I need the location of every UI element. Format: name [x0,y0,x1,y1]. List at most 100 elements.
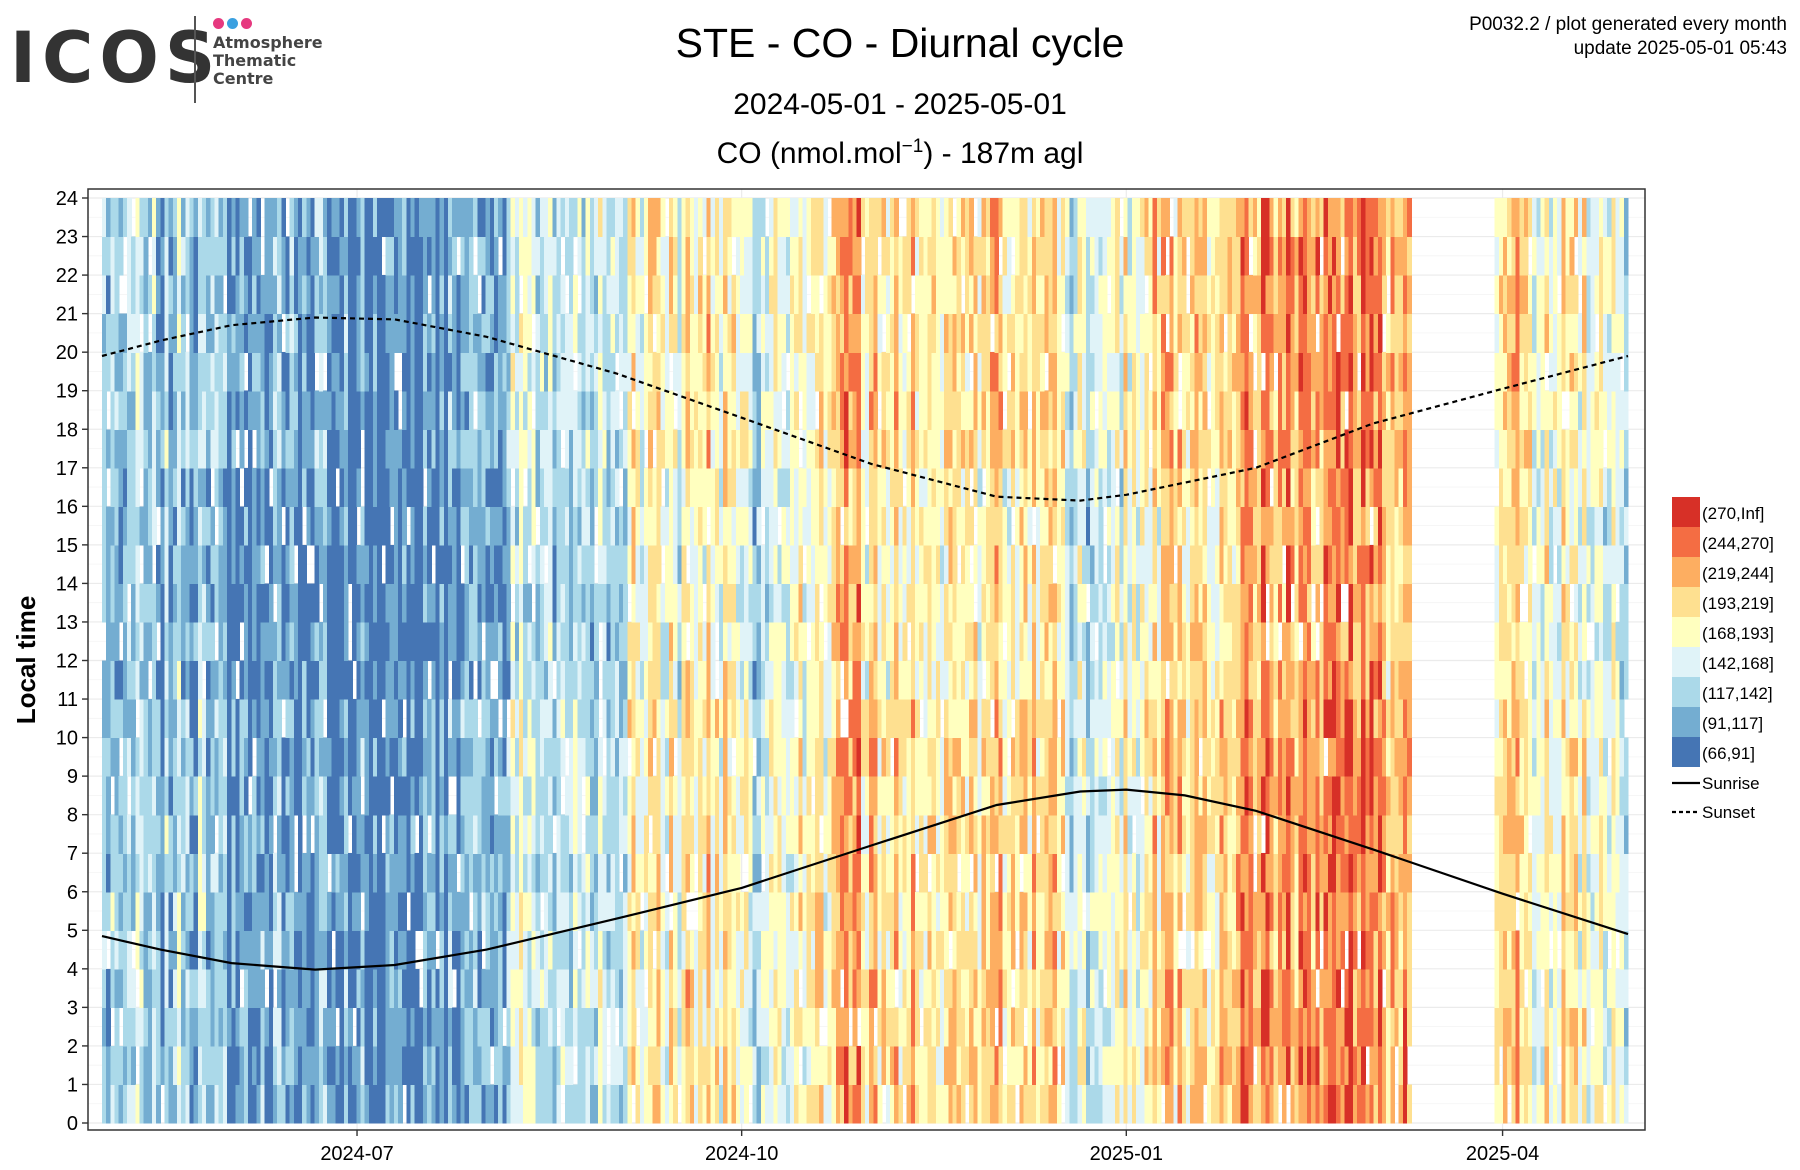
heatmap-cell [564,660,570,700]
heatmap-cell [231,621,237,662]
heatmap-cell [414,621,420,662]
heatmap-cell [368,390,374,430]
heatmap-cell [185,583,191,623]
heatmap-cell [197,467,203,507]
heatmap-cell [543,853,549,893]
heatmap-cell [573,621,578,662]
heatmap-cell [844,352,849,392]
heatmap-cell [222,930,228,970]
heatmap-cell [164,968,170,1008]
heatmap-cell [614,621,620,662]
heatmap-cell [164,467,170,507]
heatmap-cell [631,198,637,238]
heatmap-cell [418,1007,424,1047]
heatmap-cell [794,544,799,585]
heatmap-cell [856,660,862,700]
heatmap-cell [177,699,182,739]
heatmap-cell [814,313,820,353]
heatmap-cell [639,814,645,854]
heatmap-cell [122,814,128,854]
heatmap-cell [147,1045,153,1086]
heatmap-cell [210,583,216,623]
heatmap-cell [744,583,749,623]
heatmap-cell [748,236,754,276]
heatmap-cell [639,737,645,777]
heatmap-cell [915,737,920,777]
heatmap-cell [381,467,387,507]
heatmap-cell [698,776,703,816]
heatmap-cell [877,467,883,507]
heatmap-cell [535,737,541,777]
heatmap-cell [960,583,966,623]
heatmap-cell [306,776,312,816]
heatmap-cell [568,275,574,315]
heatmap-cell [489,506,495,546]
heatmap-cell [827,699,833,739]
heatmap-cell [685,467,691,507]
heatmap-cell [406,390,412,430]
heatmap-cell [423,1007,428,1047]
heatmap-cell [518,930,524,970]
heatmap-cell [106,891,111,931]
heatmap-cell [222,814,228,854]
heatmap-cell [585,544,591,585]
heatmap-cell [910,891,916,931]
heatmap-cell [218,930,224,970]
heatmap-cell [264,1084,270,1124]
heatmap-cell [206,429,211,469]
heatmap-cell [523,544,528,585]
heatmap-cell [414,544,420,585]
heatmap-cell [669,236,674,276]
heatmap-cell [773,390,779,430]
heatmap-cell [118,544,124,585]
heatmap-cell [898,390,904,430]
heatmap-cell [185,1007,191,1047]
heatmap-cell [873,699,879,739]
heatmap-cell [798,236,804,276]
heatmap-cell [473,814,478,854]
heatmap-cell [610,544,616,585]
heatmap-cell [335,313,341,353]
heatmap-cell [990,275,995,315]
heatmap-cell [598,467,603,507]
heatmap-cell [831,544,837,585]
heatmap-cell [990,1007,995,1047]
heatmap-cell [985,1084,991,1124]
heatmap-cell [118,313,124,353]
heatmap-cell [623,814,628,854]
heatmap-cell [664,352,670,392]
heatmap-cell [110,198,116,238]
heatmap-cell [977,313,983,353]
heatmap-cell [602,699,608,739]
heatmap-cell [960,814,966,854]
heatmap-cell [860,1007,866,1047]
heatmap-cell [702,467,708,507]
heatmap-cell [339,583,345,623]
heatmap-cell [610,814,616,854]
heatmap-cell [168,1007,174,1047]
heatmap-cell [306,313,312,353]
heatmap-cell [548,313,553,353]
heatmap-cell [247,1084,253,1124]
heatmap-cell [302,390,307,430]
heatmap-cell [865,236,870,276]
heatmap-cell [927,544,933,585]
heatmap-cell [639,1084,645,1124]
heatmap-cell [114,506,120,546]
heatmap-cell [477,583,483,623]
heatmap-cell [172,429,178,469]
heatmap-cell [752,1045,758,1086]
heatmap-cell [285,236,291,276]
heatmap-cell [806,737,812,777]
heatmap-cell [252,853,257,893]
heatmap-cell [272,544,278,585]
heatmap-cell [302,891,307,931]
heatmap-cell [493,930,499,970]
heatmap-cell [752,891,758,931]
heatmap-cell [352,621,357,662]
heatmap-cell [468,544,474,585]
heatmap-cell [681,583,687,623]
heatmap-cell [160,621,166,662]
heatmap-cell [648,930,653,970]
heatmap-cell [564,506,570,546]
